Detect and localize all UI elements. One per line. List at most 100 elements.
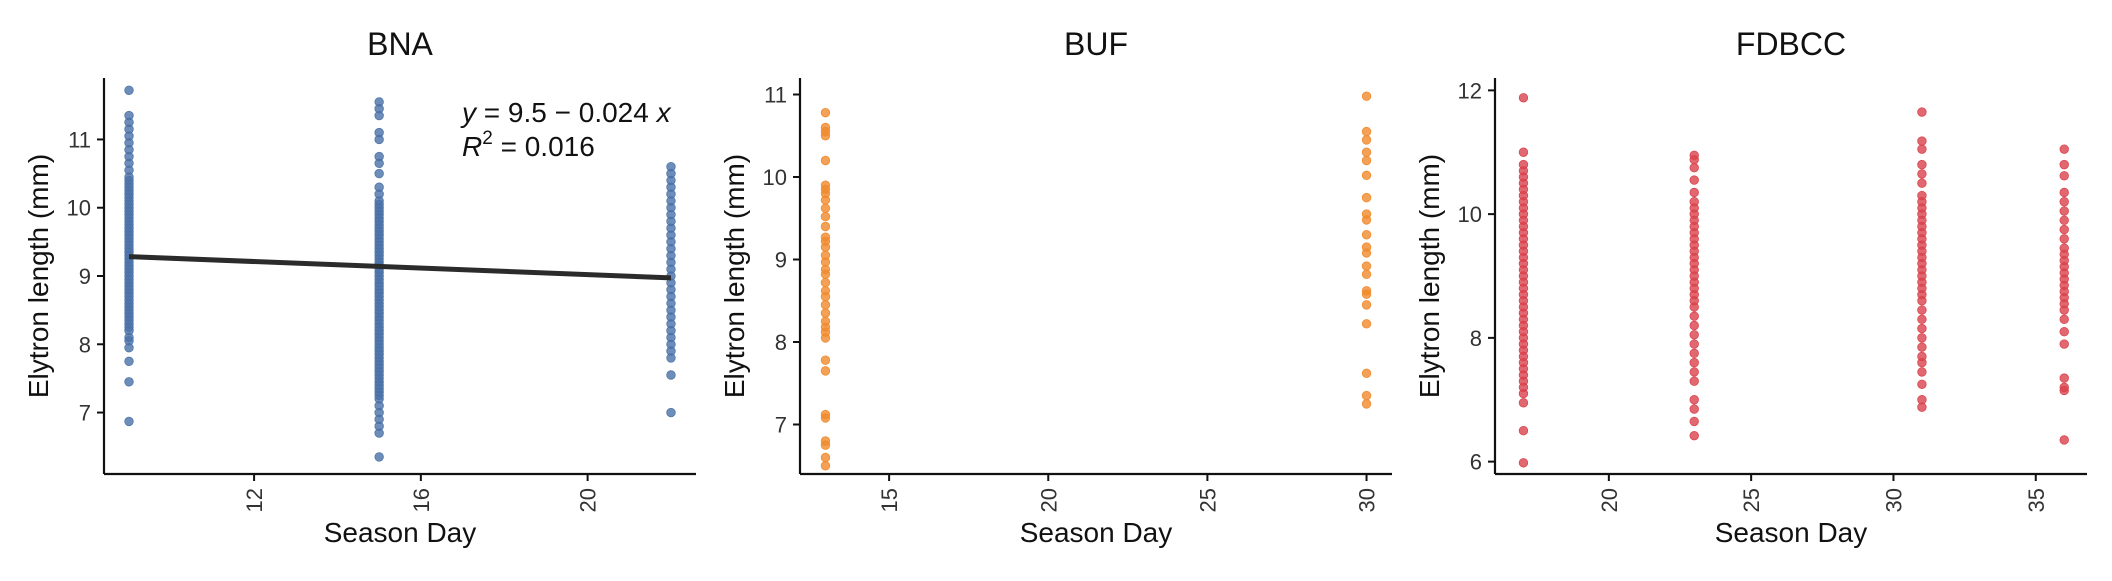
data-point	[1689, 367, 1699, 377]
data-point	[820, 211, 831, 222]
x-axis-label: Season Day	[1020, 517, 1173, 548]
x-tick-label: 30	[1881, 488, 1906, 512]
x-axis-label: Season Day	[1715, 517, 1868, 548]
data-point	[1689, 404, 1699, 414]
data-point	[1917, 190, 1927, 201]
data-point	[1361, 230, 1372, 240]
data-point	[2059, 373, 2069, 383]
data-point	[1689, 197, 1699, 207]
data-point	[820, 277, 831, 288]
data-point	[1689, 175, 1699, 185]
data-point	[1917, 107, 1927, 117]
data-point	[2059, 206, 2069, 216]
data-point	[820, 409, 831, 420]
data-point	[374, 182, 384, 192]
data-point	[1689, 311, 1699, 321]
data-point	[1689, 150, 1699, 161]
y-tick-label: 9	[775, 248, 787, 273]
data-point	[1917, 314, 1927, 325]
data-point	[374, 127, 384, 138]
data-point	[2059, 382, 2069, 393]
data-point	[820, 232, 831, 242]
data-point	[124, 377, 134, 387]
data-point	[820, 461, 831, 471]
data-point	[1917, 395, 1927, 405]
data-point	[1917, 136, 1927, 146]
x-tick-label: 25	[1195, 488, 1220, 512]
data-point	[1361, 192, 1372, 203]
data-point	[1689, 357, 1699, 368]
data-point	[1689, 416, 1699, 427]
panel-bna: BNA 7 8 9 10 11 12 16 20 Season Day Elytron length…	[23, 26, 696, 548]
data-point	[1518, 159, 1529, 170]
data-point	[374, 151, 384, 162]
data-point	[1361, 91, 1372, 101]
data-point	[2059, 224, 2069, 235]
r-squared: R2 = 0.016	[462, 128, 595, 162]
y-tick-label: 10	[1458, 202, 1482, 227]
data-point	[2059, 144, 2069, 154]
data-point	[1361, 126, 1372, 137]
data-point	[374, 452, 384, 462]
y-tick-label: 10	[67, 196, 91, 221]
data-point	[1361, 368, 1372, 379]
y-axis-label: Elytron length (mm)	[23, 154, 54, 398]
data-point	[124, 85, 134, 95]
data-point	[820, 300, 831, 310]
data-point	[1917, 379, 1927, 389]
data-point	[1361, 242, 1372, 252]
data-point	[1518, 147, 1529, 157]
x-tick-label: 35	[2024, 488, 2049, 512]
data-point	[1917, 159, 1927, 170]
y-axis-label: Elytron length (mm)	[719, 154, 750, 398]
y-axis-label: Elytron length (mm)	[1414, 154, 1445, 398]
data-point	[1689, 320, 1699, 331]
data-point	[1361, 170, 1372, 181]
data-point	[820, 286, 831, 296]
regression-line	[128, 254, 672, 281]
panel-title: BNA	[367, 26, 433, 62]
y-tick-label: 10	[763, 165, 787, 190]
data-point	[2059, 326, 2069, 337]
data-point	[1917, 367, 1927, 377]
data-point	[820, 452, 831, 463]
data-point	[1917, 178, 1927, 188]
data-point	[1361, 261, 1372, 271]
data-point	[1917, 323, 1927, 334]
data-point	[1518, 425, 1529, 436]
x-tick-label: 20	[576, 488, 601, 512]
panel-fdbcc: FDBCC 6 8 10 12 20 25 30 35 Season Day Elytron len…	[1414, 26, 2087, 548]
data-point	[1361, 155, 1372, 166]
data-point	[1361, 300, 1372, 310]
data-point	[1917, 305, 1927, 315]
data-point	[124, 416, 134, 427]
data-point	[1689, 163, 1699, 173]
data-point	[1361, 319, 1372, 329]
data-point	[2059, 171, 2069, 181]
data-point	[820, 122, 831, 133]
data-point	[2059, 197, 2069, 207]
data-point	[666, 370, 676, 380]
panel-title: BUF	[1064, 26, 1128, 62]
data-point	[1689, 187, 1699, 198]
y-tick-label: 7	[79, 401, 91, 426]
data-point	[2059, 215, 2069, 226]
data-point	[820, 107, 831, 118]
data-point	[1361, 390, 1372, 401]
data-point	[820, 308, 831, 318]
y-tick-label: 12	[1458, 78, 1482, 103]
data-point	[2059, 339, 2069, 349]
y-tick-label: 8	[775, 330, 787, 355]
x-tick-label: 25	[1739, 488, 1764, 512]
data-point	[124, 110, 134, 121]
data-point	[1689, 330, 1699, 340]
data-point	[1361, 135, 1372, 145]
data-point	[1917, 144, 1927, 154]
x-tick-label: 15	[877, 488, 902, 512]
data-point	[820, 203, 831, 214]
r2-superscript: 2	[482, 128, 493, 149]
data-point	[1689, 348, 1699, 359]
y-tick-label: 6	[1470, 450, 1482, 475]
data-point	[1917, 169, 1927, 179]
